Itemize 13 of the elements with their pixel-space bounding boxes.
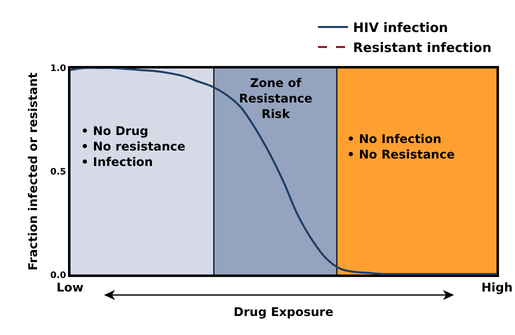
- x-tick-label: Low: [56, 280, 84, 294]
- annotation: Zone of Resistance Risk: [239, 76, 312, 122]
- y-tick-label: 1.0: [50, 64, 66, 74]
- y-tick-label: 0.5: [50, 168, 66, 178]
- y-axis-title: Fraction infected or resistant: [26, 72, 40, 271]
- annotation: • No Drug • No resistance • Infection: [81, 124, 186, 170]
- annotation: • No Infection • No Resistance: [347, 132, 455, 162]
- x-tick-label: High: [481, 280, 513, 294]
- legend-label: HIV infection: [353, 21, 448, 36]
- x-axis-title: Drug Exposure: [234, 304, 334, 319]
- y-tick-label: 0.0: [50, 271, 66, 282]
- line-series: [70, 68, 497, 275]
- legend-label: Resistant infection: [353, 41, 492, 56]
